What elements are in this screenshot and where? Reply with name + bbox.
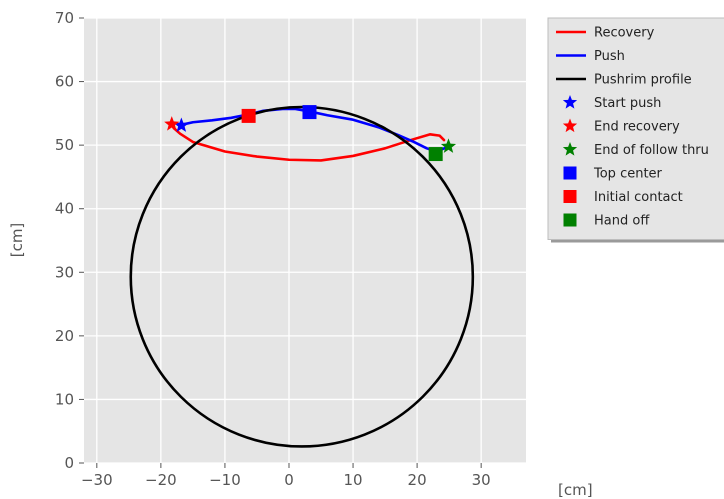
legend-handle-start-push <box>562 95 578 109</box>
legend-label-start-push: Start push <box>594 96 661 111</box>
legend-handle-end-of-follow-thru <box>562 142 578 156</box>
legend-label-pushrim-profile: Pushrim profile <box>594 73 692 88</box>
y-tick-label: 30 <box>55 263 74 281</box>
series-pushrim-profile-circle <box>129 105 475 448</box>
legend-handle-top-center <box>563 166 577 180</box>
y-axis-label: [cm] <box>8 223 26 258</box>
y-tick-label: 20 <box>55 327 74 345</box>
y-tick-label: 60 <box>55 73 74 91</box>
y-tick-label: 0 <box>64 454 74 472</box>
x-tick-label: 0 <box>284 471 294 489</box>
marker-start-push <box>173 117 189 132</box>
legend: Recovery Push Pushrim profile Start push End… <box>547 17 724 243</box>
x-tick-label: −10 <box>209 471 241 489</box>
marker-hand-off <box>428 147 443 162</box>
legend-label-top-center: Top center <box>593 167 663 182</box>
legend-handle-hand-off <box>563 213 577 227</box>
marker-end-recovery <box>164 116 180 131</box>
x-tick-label: 20 <box>408 471 427 489</box>
series-recovery-line <box>170 123 446 162</box>
legend-label-push: Push <box>594 49 625 64</box>
y-tick-label: 10 <box>55 390 74 408</box>
marker-initial-contact <box>241 108 256 123</box>
legend-handle-initial-contact <box>563 190 577 203</box>
x-tick-label: 10 <box>343 471 362 489</box>
y-tick-label: 70 <box>55 9 74 27</box>
x-tick-label: −20 <box>145 471 177 489</box>
y-tick-label: 40 <box>55 200 74 218</box>
legend-label-end-of-follow-thru: End of follow thru <box>594 143 709 158</box>
legend-label-initial-contact: Initial contact <box>594 190 683 205</box>
legend-handle-end-recovery <box>562 118 578 133</box>
axis-ticks: −30 −20 −10 0 10 20 30 0 10 20 30 40 50 60 70 <box>55 9 491 489</box>
plot-area <box>84 18 526 463</box>
marker-group <box>164 105 457 162</box>
x-tick-label: 30 <box>472 471 491 489</box>
legend-label-recovery: Recovery <box>594 26 655 41</box>
x-tick-label: −30 <box>81 471 113 489</box>
marker-end-of-follow-thru <box>440 138 457 153</box>
y-tick-label: 50 <box>55 136 74 154</box>
legend-label-hand-off: Hand off <box>594 214 650 229</box>
x-axis-label: [cm] <box>558 481 593 499</box>
marker-top-center <box>302 105 317 120</box>
legend-label-end-recovery: End recovery <box>594 120 680 135</box>
